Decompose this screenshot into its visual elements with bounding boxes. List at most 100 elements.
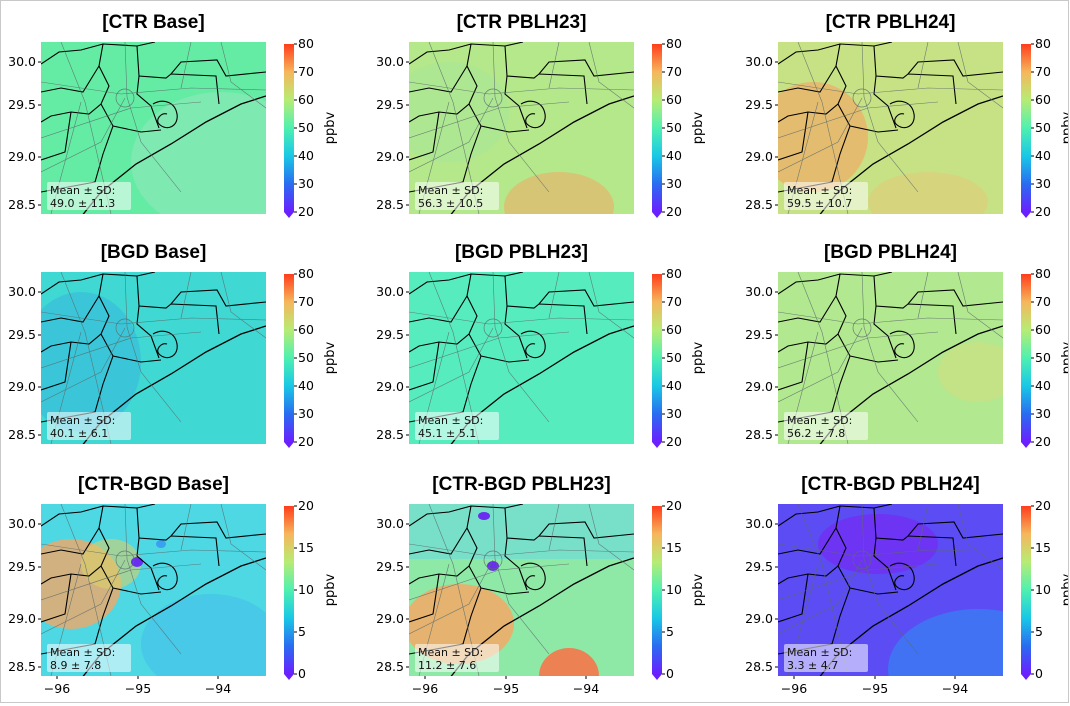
colorbar-unit: ppbv xyxy=(323,111,338,144)
colorbar-tick: 50 xyxy=(298,350,314,365)
map-panel: [CTR-BGD PBLH23] Mean ± SD:11.2 ± 7.6 30.0… xyxy=(376,474,706,696)
colorbar-tick: 50 xyxy=(666,120,682,135)
y-tick-label: 29.0 xyxy=(376,149,404,164)
y-tick-label: 29.0 xyxy=(376,379,404,394)
colorbar-unit: ppbv xyxy=(691,341,706,374)
y-tick-label: 30.0 xyxy=(745,54,773,69)
colorbar-tick: 20 xyxy=(666,498,682,513)
stat-value: 56.3 ± 10.5 xyxy=(418,197,483,210)
colorbar-tick: 60 xyxy=(666,322,682,337)
y-tick-label: 29.5 xyxy=(8,559,36,574)
colorbar-tick: 70 xyxy=(298,294,314,309)
y-tick-label: 29.5 xyxy=(376,327,404,342)
y-tick-label: 29.5 xyxy=(8,327,36,342)
colorbar-tick: 80 xyxy=(298,36,314,51)
colorbar-tick: 60 xyxy=(1035,322,1051,337)
stats-box: Mean ± SD:59.5 ± 10.7 xyxy=(784,182,868,210)
map-panel: [CTR-BGD PBLH24] Mean ± SD:3.3 ± 4.7 30.0 2… xyxy=(745,474,1070,696)
stat-label: Mean ± SD: xyxy=(50,184,115,197)
panel-title: [BGD PBLH23] xyxy=(455,242,588,263)
stat-label: Mean ± SD: xyxy=(787,646,852,659)
stats-box: Mean ± SD:11.2 ± 7.6 xyxy=(415,644,499,672)
x-tick-label: −95 xyxy=(125,681,151,696)
panel-title: [BGD Base] xyxy=(101,242,207,263)
panel-title: [CTR-BGD Base] xyxy=(78,474,229,495)
y-tick-label: 30.0 xyxy=(8,54,36,69)
y-tick-label: 28.5 xyxy=(745,197,773,212)
colorbar-unit: ppbv xyxy=(323,341,338,374)
colorbar-unit: ppbv xyxy=(1060,111,1068,144)
colorbar-tick: 15 xyxy=(298,540,314,555)
colorbar-unit: ppbv xyxy=(691,111,706,144)
y-tick-label: 29.5 xyxy=(8,97,36,112)
panel-title: [CTR-BGD PBLH23] xyxy=(432,474,610,495)
y-tick-label: 29.0 xyxy=(745,149,773,164)
y-tick-label: 28.5 xyxy=(376,659,404,674)
colorbar-unit: ppbv xyxy=(1060,341,1068,374)
y-tick-label: 29.0 xyxy=(745,611,773,626)
colorbar-tick: 30 xyxy=(1035,176,1051,191)
stat-label: Mean ± SD: xyxy=(787,414,852,427)
stat-label: Mean ± SD: xyxy=(418,414,483,427)
colorbar: 80 70 60 50 40 30 20 ppbv xyxy=(652,36,706,219)
panel-title: [CTR Base] xyxy=(102,12,204,33)
colorbar-unit: ppbv xyxy=(691,573,706,606)
colorbar-tick: 80 xyxy=(666,36,682,51)
colorbar-tick: 60 xyxy=(666,92,682,107)
map-panel: [CTR-BGD Base] Mean ± SD:8.9 ± 7.8 30.0 29.… xyxy=(8,474,338,696)
panel-title: [CTR PBLH24] xyxy=(826,12,956,33)
colorbar-tick: 70 xyxy=(1035,294,1051,309)
map-field xyxy=(409,42,634,214)
x-tick-label: −94 xyxy=(573,681,599,696)
x-tick-label: −96 xyxy=(781,681,807,696)
colorbar-tick: 10 xyxy=(298,582,314,597)
colorbar-tick: 20 xyxy=(1035,204,1051,219)
stats-box: Mean ± SD:45.1 ± 5.1 xyxy=(415,412,499,440)
colorbar-tick: 50 xyxy=(1035,350,1051,365)
colorbar-tick: 15 xyxy=(1035,540,1051,555)
colorbar-tick: 80 xyxy=(1035,266,1051,281)
colorbar-unit: ppbv xyxy=(1060,573,1068,606)
y-tick-label: 30.0 xyxy=(8,516,36,531)
stats-box: Mean ± SD:56.3 ± 10.5 xyxy=(415,182,499,210)
colorbar-tick: 50 xyxy=(666,350,682,365)
y-tick-label: 30.0 xyxy=(745,516,773,531)
colorbar-tick: 10 xyxy=(1035,582,1051,597)
y-tick-label: 30.0 xyxy=(376,516,404,531)
map-field xyxy=(409,504,634,676)
colorbar-tick: 20 xyxy=(1035,498,1051,513)
x-tick-label: −95 xyxy=(862,681,888,696)
y-tick-label: 29.5 xyxy=(745,559,773,574)
y-tick-label: 29.0 xyxy=(376,611,404,626)
colorbar: 20 15 10 5 0 ppbv xyxy=(652,498,706,681)
colorbar: 20 15 10 5 0 ppbv xyxy=(284,498,338,681)
y-tick-label: 29.0 xyxy=(8,379,36,394)
colorbar-tick: 20 xyxy=(666,434,682,449)
colorbar-tick: 70 xyxy=(298,64,314,79)
stats-box: Mean ± SD:40.1 ± 6.1 xyxy=(47,412,131,440)
y-tick-label: 30.0 xyxy=(376,284,404,299)
colorbar: 80 70 60 50 40 30 20 ppbv xyxy=(284,266,338,449)
x-tick-label: −94 xyxy=(205,681,231,696)
stats-box: Mean ± SD:49.0 ± 11.3 xyxy=(47,182,131,210)
y-tick-label: 30.0 xyxy=(376,54,404,69)
colorbar-tick: 30 xyxy=(1035,406,1051,421)
y-tick-label: 30.0 xyxy=(745,284,773,299)
x-tick-label: −96 xyxy=(412,681,438,696)
stats-box: Mean ± SD:8.9 ± 7.8 xyxy=(47,644,131,672)
colorbar-unit: ppbv xyxy=(323,573,338,606)
colorbar-tick: 40 xyxy=(666,378,682,393)
stat-value: 56.2 ± 7.8 xyxy=(787,427,845,440)
colorbar-tick: 0 xyxy=(298,666,306,681)
y-tick-label: 29.0 xyxy=(745,379,773,394)
map-panel: [CTR Base] Mean ± SD:49.0 ± 11.3 30.0 29.5 2… xyxy=(8,12,338,219)
stat-value: 11.2 ± 7.6 xyxy=(418,659,476,672)
stat-label: Mean ± SD: xyxy=(50,646,115,659)
map-field xyxy=(778,42,1003,214)
colorbar-tick: 0 xyxy=(1035,666,1043,681)
map-panel: [CTR PBLH24] Mean ± SD:59.5 ± 10.7 30.0 29.… xyxy=(745,12,1070,219)
y-tick-label: 28.5 xyxy=(745,427,773,442)
colorbar-tick: 5 xyxy=(666,624,674,639)
y-tick-label: 29.0 xyxy=(8,149,36,164)
